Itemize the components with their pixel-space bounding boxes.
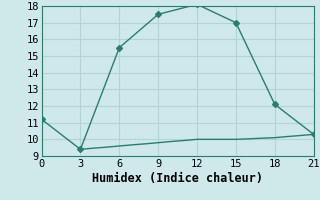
X-axis label: Humidex (Indice chaleur): Humidex (Indice chaleur) [92, 172, 263, 185]
